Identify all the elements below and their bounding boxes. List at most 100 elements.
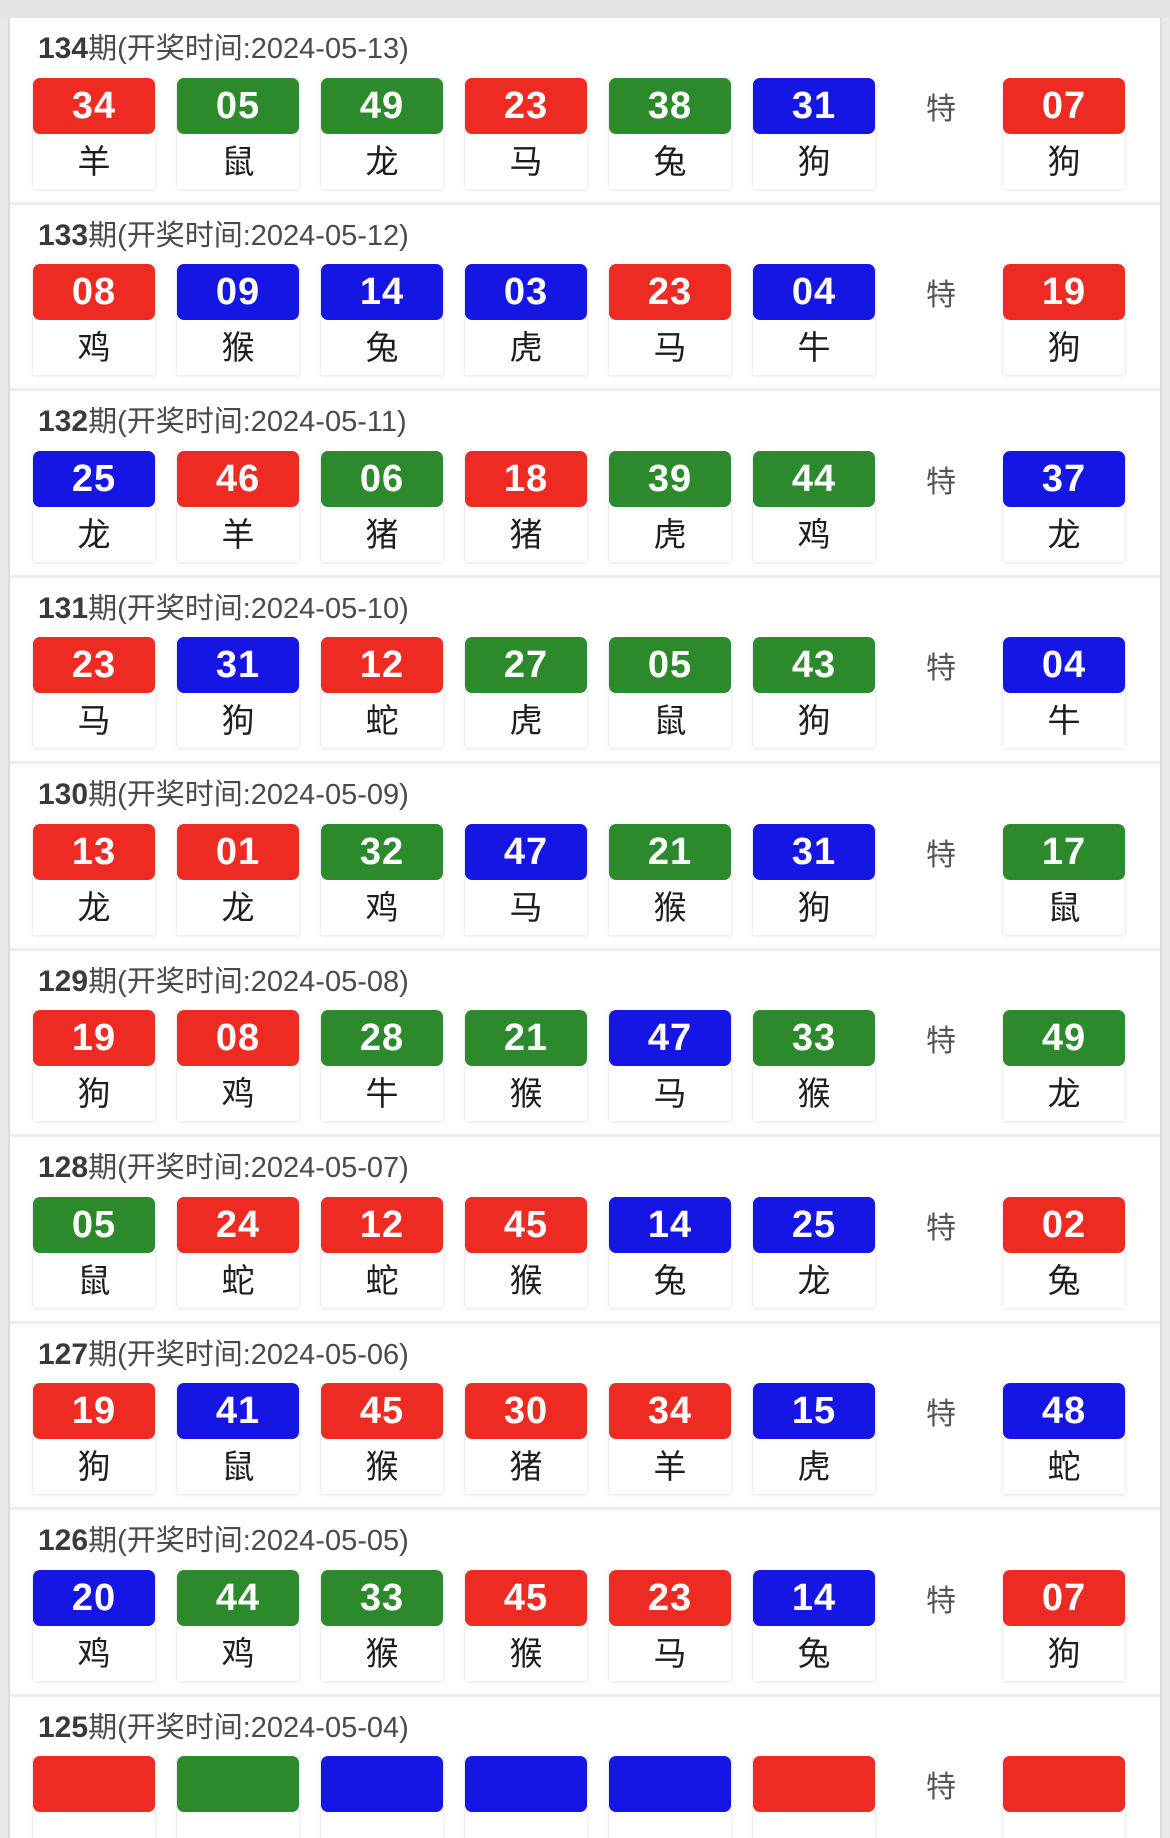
- special-ball-cell[interactable]: 37 龙: [1002, 450, 1126, 563]
- ball-cell[interactable]: 06 猪: [320, 450, 444, 563]
- ball-cell[interactable]: 23 马: [608, 1569, 732, 1682]
- ball-cell[interactable]: 03 虎: [464, 264, 588, 376]
- special-ball-number: 37: [1003, 450, 1125, 507]
- ball-cell[interactable]: 45 猴: [320, 1383, 444, 1495]
- ball-cell[interactable]: 44 鸡: [176, 1569, 300, 1682]
- ball-cell[interactable]: [608, 1756, 732, 1838]
- draw-row[interactable]: 134期(开奖时间:2024-05-13) 34 羊 05 鼠 49 龙 23 马 38 兔 31 狗特…: [10, 18, 1160, 205]
- ball-zodiac: 马: [609, 1625, 731, 1681]
- special-ball-cell[interactable]: 48 蛇: [1002, 1383, 1126, 1495]
- ball-cell[interactable]: 41 鼠: [176, 1383, 300, 1495]
- ball-cell[interactable]: 12 蛇: [320, 637, 444, 749]
- ball-cell[interactable]: 49 龙: [320, 77, 444, 190]
- special-ball-cell[interactable]: 19 狗: [1002, 264, 1126, 376]
- ball-cell[interactable]: 23 马: [32, 637, 156, 749]
- ball-number: 31: [753, 77, 875, 134]
- ball-cell[interactable]: 34 羊: [608, 1383, 732, 1495]
- ball-cell[interactable]: 05 鼠: [608, 637, 732, 749]
- draw-row[interactable]: 131期(开奖时间:2024-05-10) 23 马 31 狗 12 蛇 27 虎 05 鼠 43 狗特…: [10, 577, 1160, 764]
- ball-number: [753, 1756, 875, 1812]
- special-ball-cell[interactable]: 17 鼠: [1002, 823, 1126, 936]
- ball-cell[interactable]: 44 鸡: [752, 450, 876, 563]
- ball-number: 32: [321, 823, 443, 880]
- ball-number: 23: [33, 637, 155, 693]
- special-label: 特: [926, 465, 956, 499]
- draw-title: 130期(开奖时间:2024-05-09): [10, 764, 1160, 824]
- ball-cell[interactable]: 09 猴: [176, 264, 300, 376]
- ball-number: 39: [609, 450, 731, 507]
- ball-cell[interactable]: [320, 1756, 444, 1838]
- ball-cell[interactable]: 05 鼠: [32, 1196, 156, 1309]
- ball-cell[interactable]: 39 虎: [608, 450, 732, 563]
- ball-cell[interactable]: 43 狗: [752, 637, 876, 749]
- ball-cell[interactable]: 14 兔: [752, 1569, 876, 1682]
- ball-cell[interactable]: 01 龙: [176, 823, 300, 936]
- ball-cell[interactable]: 05 鼠: [176, 77, 300, 190]
- ball-cell[interactable]: 21 猴: [608, 823, 732, 936]
- ball-cell[interactable]: 18 猪: [464, 450, 588, 563]
- special-ball-cell[interactable]: 49 龙: [1002, 1010, 1126, 1122]
- ball-number: 08: [33, 264, 155, 320]
- ball-cell[interactable]: 19 狗: [32, 1383, 156, 1495]
- ball-zodiac: [465, 1812, 587, 1838]
- ball-cell[interactable]: 15 虎: [752, 1383, 876, 1495]
- special-ball-number: 07: [1003, 77, 1125, 134]
- draw-row[interactable]: 125期(开奖时间:2024-05-04) 特: [10, 1696, 1160, 1838]
- ball-cell[interactable]: 32 鸡: [320, 823, 444, 936]
- special-ball-cell[interactable]: 04 牛: [1002, 637, 1126, 749]
- special-ball-cell[interactable]: 07 狗: [1002, 77, 1126, 190]
- ball-cell[interactable]: 08 鸡: [32, 264, 156, 376]
- ball-cell[interactable]: 47 马: [464, 823, 588, 936]
- ball-zodiac: 鼠: [609, 693, 731, 748]
- draw-row[interactable]: 127期(开奖时间:2024-05-06) 19 狗 41 鼠 45 猴 30 猪 34 羊 15 虎特…: [10, 1323, 1160, 1510]
- ball-cell[interactable]: 19 狗: [32, 1010, 156, 1122]
- ball-zodiac: 鼠: [177, 1439, 299, 1494]
- ball-cell[interactable]: 23 马: [464, 77, 588, 190]
- draw-row[interactable]: 132期(开奖时间:2024-05-11) 25 龙 46 羊 06 猪 18 猪 39 虎 44 鸡特…: [10, 391, 1160, 578]
- ball-cell[interactable]: [176, 1756, 300, 1838]
- ball-cell[interactable]: 31 狗: [176, 637, 300, 749]
- special-label: 特: [926, 1771, 956, 1804]
- ball-cell[interactable]: 33 猴: [752, 1010, 876, 1122]
- ball-number: 14: [753, 1569, 875, 1626]
- draw-row[interactable]: 133期(开奖时间:2024-05-12) 08 鸡 09 猴 14 兔 03 虎 23 马 04 牛特…: [10, 204, 1160, 391]
- ball-cell[interactable]: 27 虎: [464, 637, 588, 749]
- special-ball-cell[interactable]: 02 兔: [1002, 1196, 1126, 1309]
- ball-cell[interactable]: 21 猴: [464, 1010, 588, 1122]
- ball-zodiac: 鸡: [33, 1625, 155, 1681]
- ball-cell[interactable]: 31 狗: [752, 823, 876, 936]
- ball-cell[interactable]: 25 龙: [752, 1196, 876, 1309]
- ball-cell[interactable]: 45 猴: [464, 1569, 588, 1682]
- special-ball-number: 19: [1003, 264, 1125, 320]
- ball-cell[interactable]: 12 蛇: [320, 1196, 444, 1309]
- draw-row[interactable]: 128期(开奖时间:2024-05-07) 05 鼠 24 蛇 12 蛇 45 猴 14 兔 25 龙特…: [10, 1137, 1160, 1324]
- ball-cell[interactable]: 13 龙: [32, 823, 156, 936]
- ball-cell[interactable]: [752, 1756, 876, 1838]
- ball-cell[interactable]: [464, 1756, 588, 1838]
- ball-cell[interactable]: 34 羊: [32, 77, 156, 190]
- ball-cell[interactable]: 28 牛: [320, 1010, 444, 1122]
- special-ball-cell[interactable]: [1002, 1756, 1126, 1838]
- ball-cell[interactable]: 25 龙: [32, 450, 156, 563]
- special-ball-cell[interactable]: 07 狗: [1002, 1569, 1126, 1682]
- ball-cell[interactable]: 47 马: [608, 1010, 732, 1122]
- ball-zodiac: [33, 1812, 155, 1838]
- ball-cell[interactable]: 08 鸡: [176, 1010, 300, 1122]
- ball-cell[interactable]: 33 猴: [320, 1569, 444, 1682]
- ball-cell[interactable]: [32, 1756, 156, 1838]
- ball-cell[interactable]: 31 狗: [752, 77, 876, 190]
- draw-row[interactable]: 129期(开奖时间:2024-05-08) 19 狗 08 鸡 28 牛 21 猴 47 马 33 猴特…: [10, 950, 1160, 1137]
- ball-cell[interactable]: 23 马: [608, 264, 732, 376]
- ball-zodiac: 猴: [321, 1625, 443, 1681]
- draw-row[interactable]: 126期(开奖时间:2024-05-05) 20 鸡 44 鸡 33 猴 45 猴 23 马 14 兔特…: [10, 1510, 1160, 1697]
- ball-cell[interactable]: 04 牛: [752, 264, 876, 376]
- ball-cell[interactable]: 45 猴: [464, 1196, 588, 1309]
- draw-row[interactable]: 130期(开奖时间:2024-05-09) 13 龙 01 龙 32 鸡 47 马 21 猴 31 狗特…: [10, 764, 1160, 951]
- ball-cell[interactable]: 38 兔: [608, 77, 732, 190]
- ball-cell[interactable]: 20 鸡: [32, 1569, 156, 1682]
- ball-cell[interactable]: 14 兔: [608, 1196, 732, 1309]
- ball-cell[interactable]: 24 蛇: [176, 1196, 300, 1309]
- ball-cell[interactable]: 46 羊: [176, 450, 300, 563]
- ball-cell[interactable]: 30 猪: [464, 1383, 588, 1495]
- ball-cell[interactable]: 14 兔: [320, 264, 444, 376]
